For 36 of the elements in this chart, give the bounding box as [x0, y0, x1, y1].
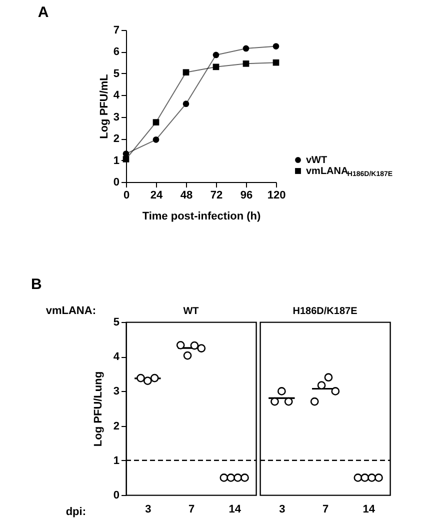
chart-title: H186D/K187E	[292, 306, 358, 317]
y-tick-label: 2	[113, 420, 120, 432]
y-tick-label: 2	[113, 133, 120, 146]
y-tick-label: 5	[113, 316, 120, 328]
x-tick-label: 96	[240, 190, 253, 202]
text: B	[31, 276, 42, 293]
chart-title: WT	[183, 306, 199, 317]
y-tick-label: 7	[113, 24, 120, 36]
x-tick-label: 7	[188, 504, 195, 516]
y-tick-label: 3	[113, 386, 120, 398]
x-tick-label: 120	[267, 190, 286, 202]
legend-label: vWT	[306, 155, 328, 166]
x-tick-label: 0	[123, 190, 130, 202]
x-tick-label: 14	[362, 504, 376, 516]
x-axis-title: Time post-infection (h)	[142, 210, 262, 222]
text: vmLANA:	[46, 305, 96, 317]
text: dpi:	[66, 506, 86, 518]
x-tick-label: 14	[228, 504, 242, 516]
x-tick-label: 3	[279, 504, 286, 516]
y-tick-label: 6	[113, 46, 120, 58]
x-tick-label: 3	[145, 504, 152, 516]
x-tick-label: 7	[322, 504, 329, 516]
y-tick-label: 0	[113, 490, 120, 502]
y-tick-label: 4	[113, 351, 120, 364]
x-tick-label: 72	[210, 190, 223, 202]
y-axis-title: Log PFU/mL	[98, 74, 110, 139]
chart-title: A	[38, 4, 49, 21]
y-tick-label: 0	[113, 176, 120, 188]
y-tick-label: 4	[113, 90, 120, 102]
y-tick-label: 1	[113, 454, 120, 467]
x-tick-label: 48	[180, 190, 193, 202]
x-tick-label: 24	[150, 190, 164, 202]
y-tick-label: 5	[113, 68, 120, 80]
y-axis-title: Log PFU/Lung	[92, 371, 104, 447]
y-tick-label: 1	[113, 154, 120, 167]
y-tick-label: 3	[113, 111, 120, 124]
